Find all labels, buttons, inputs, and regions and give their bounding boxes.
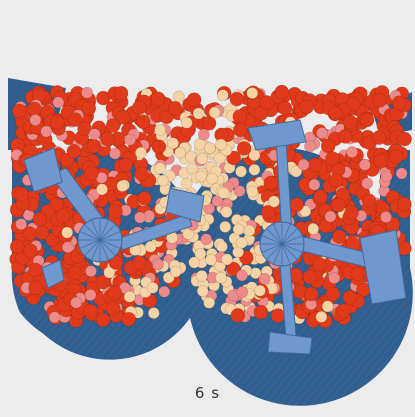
right-agitator: [247, 119, 407, 355]
left-agitator: [23, 147, 205, 289]
particle-bed: [9, 84, 412, 329]
time-caption: 6 s: [194, 384, 221, 402]
